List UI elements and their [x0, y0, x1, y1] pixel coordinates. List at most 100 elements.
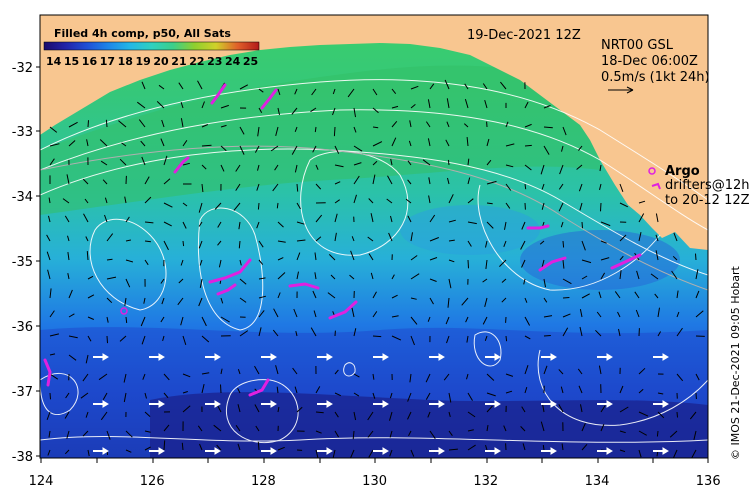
current-source: NRT00 GSL [601, 38, 674, 53]
current-vector [503, 240, 507, 247]
current-vector [672, 255, 678, 261]
current-vector [256, 221, 260, 229]
current-vector [144, 411, 151, 417]
current-vector [655, 234, 659, 242]
current-vector [638, 430, 647, 436]
current-vector [160, 138, 165, 147]
model-arrow [261, 353, 277, 361]
current-vector [695, 269, 699, 280]
current-vector [334, 181, 341, 185]
current-vector [390, 215, 393, 223]
current-vector [220, 164, 225, 172]
land-australia [40, 15, 708, 250]
current-vector [201, 124, 208, 128]
float-legend: Argo drifters@12h to 20-12 12Z [651, 164, 750, 208]
current-vector [180, 101, 184, 109]
current-vector [178, 278, 184, 284]
current-vector [272, 183, 279, 192]
current-vector [486, 392, 496, 397]
current-vector [334, 392, 342, 397]
current-vector [238, 240, 241, 249]
current-vector [524, 386, 528, 394]
current-vector [163, 440, 166, 451]
current-vector [239, 259, 242, 266]
current-vector [581, 293, 590, 299]
current-vector [429, 278, 437, 282]
current-vector [485, 240, 488, 248]
current-vector [312, 290, 317, 299]
current-vector [448, 239, 455, 242]
current-vector [467, 177, 471, 185]
current-vector [372, 126, 379, 129]
current-vector [484, 297, 488, 308]
current-vector [367, 430, 374, 438]
current-vector [160, 278, 165, 284]
current-vector [656, 430, 659, 437]
current-vector [66, 430, 70, 439]
current-vector [405, 198, 412, 204]
current-vector [695, 373, 700, 381]
current-vector [82, 178, 89, 185]
current-vector [237, 369, 241, 375]
current-vector [315, 214, 323, 223]
current-vector [410, 335, 415, 346]
current-vector [540, 421, 545, 432]
current-vector [315, 164, 319, 170]
current-vector [558, 183, 564, 190]
current-vector [201, 316, 207, 327]
current-vector [163, 392, 169, 399]
current-vector [638, 449, 642, 458]
x-tick-label: 134 [585, 474, 610, 489]
current-vector [372, 291, 377, 299]
current-vector [256, 183, 260, 191]
current-vector [427, 138, 431, 147]
current-vector [600, 405, 606, 413]
current-vector [695, 253, 697, 261]
current-vector [505, 335, 508, 342]
current-vector [600, 257, 610, 261]
current-vector [446, 121, 450, 128]
model-arrow [373, 400, 389, 408]
current-vector [619, 234, 627, 242]
current-vector [407, 179, 412, 185]
model-arrow [93, 400, 109, 408]
current-vector [119, 335, 127, 342]
current-vector [161, 297, 165, 305]
current-vector [125, 259, 134, 263]
current-vector [143, 297, 146, 304]
current-vector [158, 84, 165, 90]
current-vector [294, 88, 298, 95]
current-vector [638, 213, 645, 223]
model-arrow [261, 447, 277, 455]
y-tick-label: -38 [12, 450, 33, 465]
current-vector [123, 392, 127, 403]
current-vector [372, 88, 378, 96]
current-vector [638, 231, 642, 242]
current-vector [294, 164, 298, 173]
current-vector [64, 215, 70, 223]
current-vector [217, 240, 222, 246]
current-vector [619, 385, 624, 394]
current-vector [617, 311, 621, 318]
current-vector [277, 272, 286, 280]
current-vector [408, 430, 412, 437]
current-vector [543, 335, 551, 337]
current-vector [638, 388, 644, 394]
current-vector [277, 292, 281, 299]
current-vector [599, 164, 602, 172]
current-vector [540, 164, 545, 175]
current-vector [581, 443, 588, 451]
colorbar-tick: 22 [189, 55, 204, 68]
current-vector [466, 137, 469, 147]
current-vector [542, 403, 545, 413]
current-vector [64, 449, 70, 455]
current-vector [239, 145, 245, 155]
current-vector [560, 386, 564, 394]
current-vector [576, 164, 583, 170]
current-vector [239, 126, 245, 135]
current-vector [351, 236, 355, 242]
current-vector [141, 156, 146, 166]
current-vector [124, 196, 127, 204]
current-vector [144, 196, 152, 204]
current-vector [292, 367, 298, 375]
